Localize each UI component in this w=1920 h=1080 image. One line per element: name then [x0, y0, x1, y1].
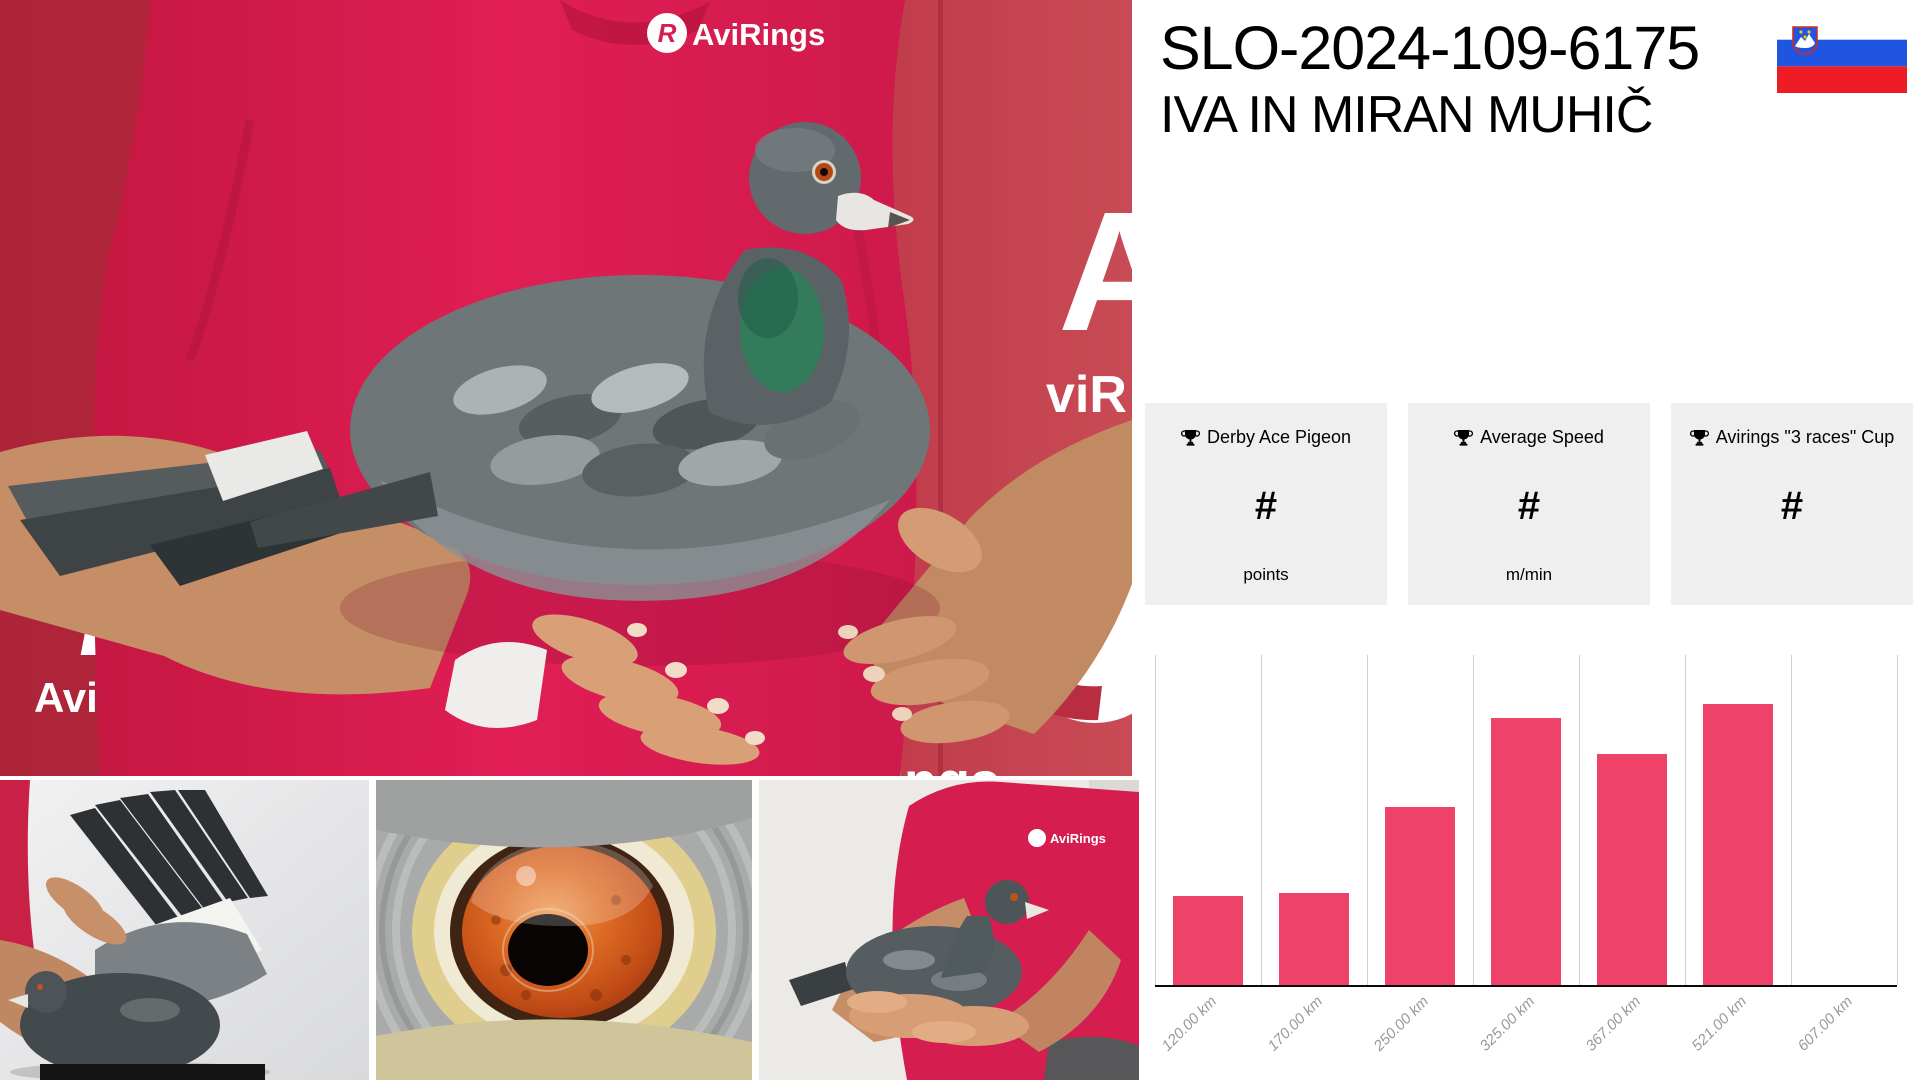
stat-card-3races-cup: Avirings "3 races" Cup # — [1671, 403, 1913, 605]
x-axis-line — [1155, 985, 1897, 987]
stat-value: # — [1517, 484, 1541, 528]
shirt-logo-wordmark: AviRings — [692, 17, 825, 52]
trophy-icon — [1454, 429, 1474, 446]
trousers — [1044, 1036, 1139, 1080]
pigeon-illustration — [8, 122, 930, 728]
race-distance-chart: 120.00 km 170.00 km 250.00 km 325.00 km 367.… — [1155, 655, 1898, 1080]
hands — [532, 507, 1010, 765]
stat-value: # — [1254, 484, 1278, 528]
stat-title: Avirings "3 races" Cup — [1715, 427, 1895, 447]
gridline — [1155, 655, 1156, 985]
pigeon-head — [985, 880, 1029, 924]
chest-logo: AviRings — [1028, 829, 1106, 847]
eye-pupil — [508, 914, 588, 986]
gridline — [1791, 655, 1792, 985]
gridline — [1685, 655, 1686, 985]
stat-unit: points — [1243, 565, 1289, 584]
chart-xlabels: 120.00 km 170.00 km 250.00 km 325.00 km 367.… — [1155, 985, 1897, 1080]
photo-held-illustration: AviRings — [759, 780, 1139, 1080]
wing-primaries — [70, 790, 268, 930]
stat-value: # — [1780, 484, 1804, 528]
holding-hand — [46, 877, 127, 945]
x-tick-label: 521.00 km — [1688, 993, 1751, 1055]
x-tick-label: 120.00 km — [1158, 993, 1221, 1055]
photo-eye-closeup[interactable] — [376, 780, 752, 1080]
gridline — [1579, 655, 1580, 985]
bird-shadow — [340, 550, 940, 666]
pigeon-body — [20, 973, 220, 1077]
chest-logo-wordmark: AviRings — [1050, 831, 1106, 846]
owner-name: IVA IN MIRAN MUHIČ — [1160, 86, 1653, 144]
gridline — [1473, 655, 1474, 985]
bar-170.00 km[interactable] — [1279, 893, 1349, 985]
feathers-bottom — [376, 1019, 752, 1080]
photo-wing-spread[interactable] — [0, 780, 369, 1080]
bar-250.00 km[interactable] — [1385, 807, 1455, 985]
photo-pigeon-held[interactable]: AviRings — [759, 780, 1139, 1080]
bar-367.00 km[interactable] — [1597, 754, 1667, 985]
slovenia-flag-icon — [1777, 13, 1907, 93]
stat-title: Average Speed — [1480, 427, 1604, 447]
profile-panel: SLO-2024-109-6175 IVA IN MIRAN MUHIČ — [1140, 0, 1920, 1080]
stat-cards-row: Derby Ace Pigeon # points Average Speed — [1145, 403, 1913, 605]
slovenia-coat-of-arms — [1792, 26, 1818, 55]
shirt-logo-monogram: R — [658, 18, 677, 48]
ring-number: SLO-2024-109-6175 — [1160, 14, 1700, 82]
chart-plot — [1155, 655, 1898, 985]
backdrop-wordmark-right-partial: viR — [1046, 366, 1127, 424]
gridline — [1897, 655, 1898, 985]
x-tick-label: 367.00 km — [1582, 993, 1645, 1055]
x-tick-label: 325.00 km — [1476, 993, 1539, 1055]
trophy-icon — [1689, 429, 1709, 446]
x-tick-label: 607.00 km — [1794, 993, 1857, 1055]
photo-main-pigeon[interactable]: R AviRings A viR Rings — [0, 0, 1132, 776]
backdrop-glyph-partial: A — [1058, 177, 1132, 367]
shirt-logo: R AviRings — [647, 13, 825, 53]
stat-card-derby-ace: Derby Ace Pigeon # points — [1145, 403, 1387, 605]
stat-card-average-speed: Average Speed # m/min — [1408, 403, 1650, 605]
pigeon-tail — [789, 958, 863, 1006]
feathers-top — [376, 780, 752, 848]
photo-main-illustration: R AviRings A viR Rings — [0, 0, 1132, 776]
bar-325.00 km[interactable] — [1491, 718, 1561, 985]
stat-title: Derby Ace Pigeon — [1206, 427, 1352, 447]
trophy-icon — [1180, 429, 1200, 446]
bar-120.00 km[interactable] — [1173, 896, 1243, 985]
cupped-hands — [847, 991, 1029, 1046]
stat-unit: m/min — [1505, 565, 1553, 584]
banner-seam — [938, 0, 943, 776]
gridline — [1261, 655, 1262, 985]
bar-521.00 km[interactable] — [1703, 704, 1773, 985]
x-tick-label: 250.00 km — [1370, 993, 1433, 1055]
gridline — [1367, 655, 1368, 985]
right-forearm — [871, 420, 1132, 734]
photo-wing-illustration — [0, 780, 369, 1080]
x-tick-label: 170.00 km — [1264, 993, 1327, 1055]
photo-eye-illustration — [376, 780, 752, 1080]
